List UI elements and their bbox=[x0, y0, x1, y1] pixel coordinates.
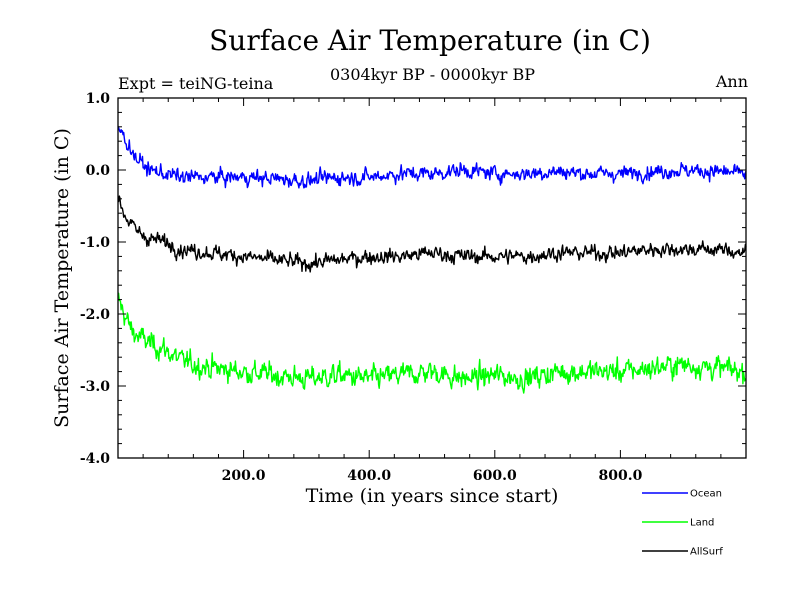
x-tick-label: 200.0 bbox=[222, 468, 266, 484]
tick-layer: 200.0 400.0 600.0 800.0 1.0 0.0 -1.0 -2.0 -3.0 -4… bbox=[80, 91, 746, 484]
y-tick-label: -1.0 bbox=[80, 235, 110, 251]
x-axis-label: Time (in years since start) bbox=[306, 485, 559, 507]
period-label: Ann bbox=[715, 72, 748, 91]
y-tick-label: -3.0 bbox=[80, 379, 110, 395]
legend-label-allsurf: AllSurf bbox=[690, 547, 723, 558]
y-axis-label: Surface Air Temperature (in C) bbox=[51, 128, 73, 428]
series-line-land bbox=[117, 292, 747, 394]
chart-title: Surface Air Temperature (in C) bbox=[209, 24, 651, 57]
x-tick-label: 600.0 bbox=[473, 468, 517, 484]
plot-frame bbox=[117, 97, 747, 459]
y-tick-label: -2.0 bbox=[80, 307, 110, 323]
y-tick-label: -4.0 bbox=[80, 451, 110, 467]
x-tick-label: 800.0 bbox=[598, 468, 642, 484]
x-tick-label: 400.0 bbox=[347, 468, 391, 484]
chart-subtitle: 0304kyr BP - 0000kyr BP bbox=[330, 65, 535, 84]
y-tick-label: 0.0 bbox=[86, 163, 111, 179]
experiment-label: Expt = teiNG-teina bbox=[118, 74, 274, 93]
series-line-ocean bbox=[117, 125, 747, 189]
y-tick-label: 1.0 bbox=[86, 91, 111, 107]
legend-label-land: Land bbox=[690, 518, 714, 529]
series-line-allsurf bbox=[117, 195, 747, 273]
series-layer bbox=[117, 125, 747, 394]
legend: Ocean Land AllSurf bbox=[642, 489, 723, 558]
legend-label-ocean: Ocean bbox=[690, 489, 722, 500]
